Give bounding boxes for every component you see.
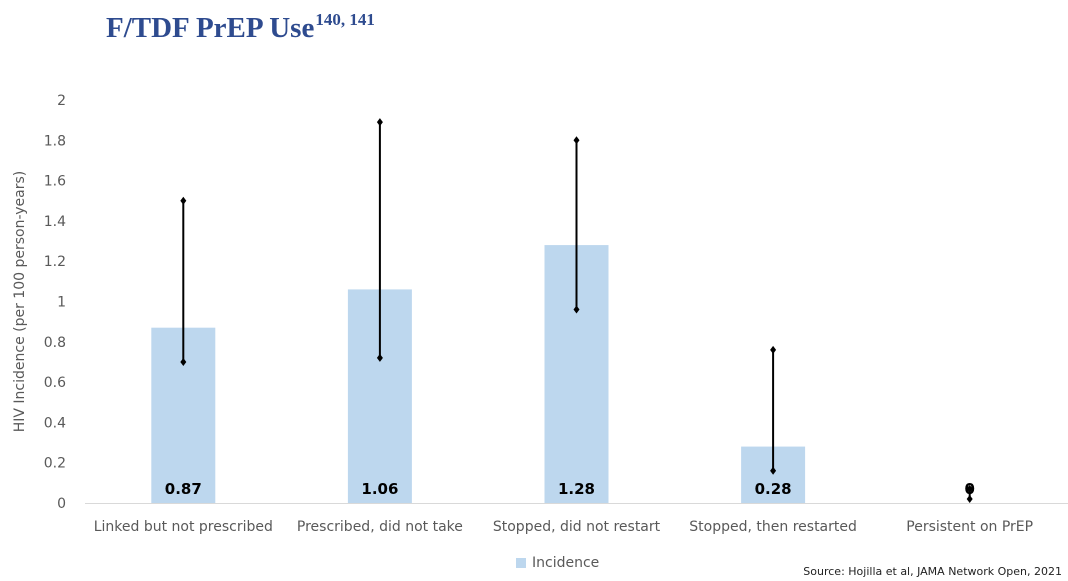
y-axis-label: HIV Incidence (per 100 person-years) — [12, 171, 28, 433]
error-bar-marker — [966, 484, 973, 493]
y-tick-label: 1.4 — [44, 214, 66, 230]
error-bar-marker — [573, 136, 580, 145]
x-tick-label: Prescribed, did not take — [297, 519, 463, 535]
y-tick-label: 0 — [57, 496, 66, 512]
data-label: 0.87 — [165, 480, 202, 498]
data-label: 0.28 — [755, 480, 792, 498]
y-tick-label: 0.4 — [44, 415, 66, 431]
x-tick-label: Persistent on PrEP — [906, 519, 1033, 535]
source-citation: Source: Hojilla et al, JAMA Network Open… — [803, 565, 1062, 578]
x-tick-label: Stopped, did not restart — [493, 519, 661, 535]
y-tick-label: 0.6 — [44, 375, 66, 391]
data-label: 1.06 — [361, 480, 398, 498]
error-bar-marker — [180, 357, 187, 366]
x-tick-label: Stopped, then restarted — [689, 519, 857, 535]
y-tick-label: 0.2 — [44, 456, 66, 472]
error-bar-marker — [573, 305, 580, 314]
y-tick-label: 1.6 — [44, 174, 66, 190]
y-tick-label: 0.8 — [44, 335, 66, 351]
error-bar-marker — [180, 196, 187, 205]
chart-legend: Incidence — [516, 555, 599, 571]
error-bar-marker — [376, 353, 383, 362]
y-tick-label: 1 — [57, 295, 66, 311]
error-bar-marker — [376, 118, 383, 127]
data-label: 1.28 — [558, 480, 595, 498]
error-bar-marker — [770, 345, 777, 354]
title-text: F/TDF PrEP Use — [106, 12, 315, 44]
y-tick-label: 1.8 — [44, 133, 66, 149]
data-label: 0 — [964, 480, 974, 498]
y-tick-label: 2 — [57, 93, 66, 109]
title-superscript: 140, 141 — [315, 10, 375, 29]
error-bar-marker — [770, 466, 777, 475]
y-tick-label: 1.2 — [44, 254, 66, 270]
error-bar-marker — [966, 494, 973, 503]
legend-label-incidence: Incidence — [532, 555, 600, 571]
legend-swatch-incidence — [516, 558, 526, 568]
x-tick-label: Linked but not prescribed — [94, 519, 273, 535]
page-title: F/TDF PrEP Use140, 141 — [106, 10, 375, 45]
